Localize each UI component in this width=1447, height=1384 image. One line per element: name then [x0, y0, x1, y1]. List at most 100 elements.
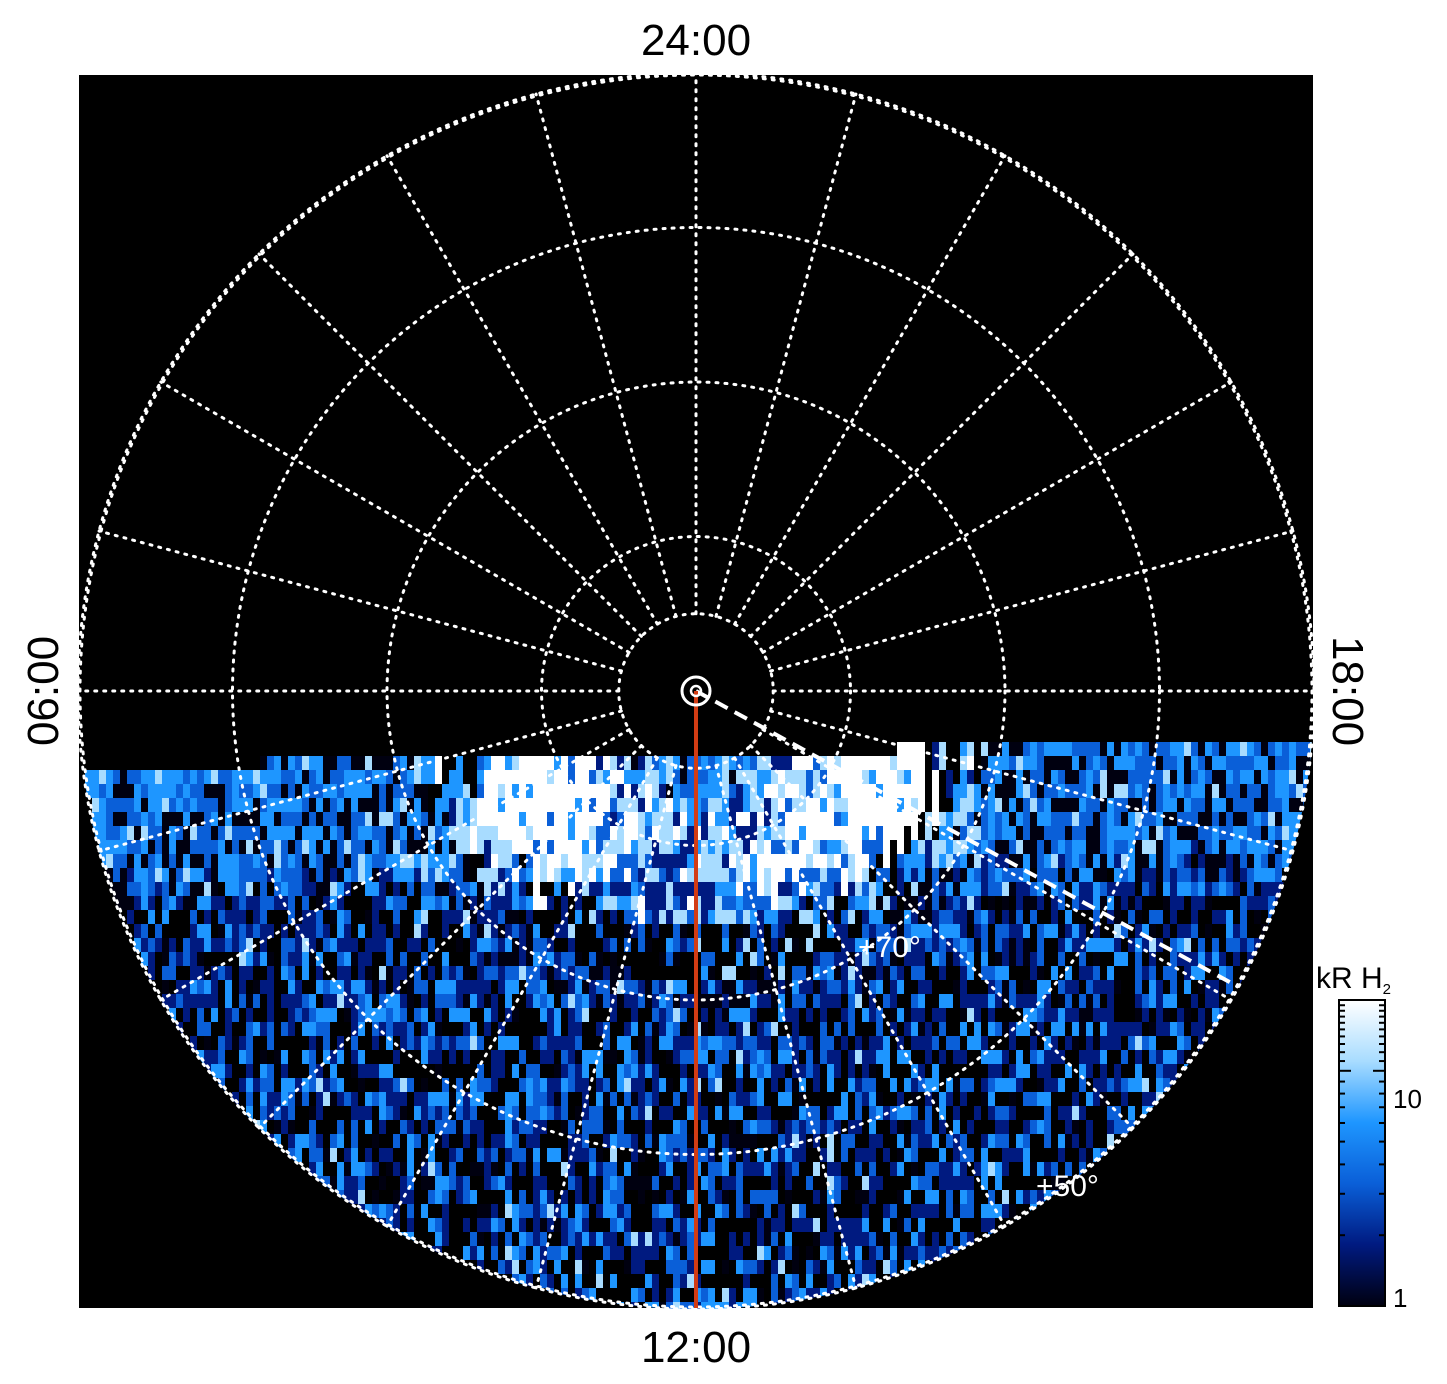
emission-cell — [309, 1106, 316, 1120]
emission-cell — [673, 1050, 680, 1064]
emission-cell — [743, 910, 750, 924]
emission-cell — [876, 966, 883, 980]
emission-cell — [295, 1148, 302, 1162]
emission-cell — [869, 896, 876, 910]
emission-cell — [918, 1176, 925, 1190]
emission-cell — [883, 966, 890, 980]
emission-cell — [491, 924, 498, 938]
emission-cell — [603, 966, 610, 980]
emission-cell — [533, 1190, 540, 1204]
emission-cell — [806, 1176, 813, 1190]
emission-cell — [1205, 1008, 1212, 1022]
emission-cell — [456, 1190, 463, 1204]
emission-cell — [372, 1008, 379, 1022]
emission-cell — [673, 896, 680, 910]
emission-cell — [498, 1036, 505, 1050]
lat-label-70: +70° — [858, 931, 921, 964]
emission-cell — [680, 1134, 687, 1148]
emission-cell — [547, 1148, 554, 1162]
emission-cell — [652, 1008, 659, 1022]
emission-cell — [1191, 952, 1198, 966]
emission-cell — [526, 1092, 533, 1106]
emission-cell — [1072, 1008, 1079, 1022]
emission-cell — [533, 1036, 540, 1050]
emission-cell — [1156, 1064, 1163, 1078]
emission-cell — [1233, 924, 1240, 938]
emission-cell — [918, 1022, 925, 1036]
emission-cell — [792, 896, 799, 910]
emission-cell — [799, 1092, 806, 1106]
emission-cell — [421, 924, 428, 938]
emission-cell — [1058, 882, 1065, 896]
emission-cell — [484, 896, 491, 910]
emission-cell — [281, 1064, 288, 1078]
emission-cell — [890, 966, 897, 980]
emission-cell — [596, 966, 603, 980]
emission-cell — [1198, 1036, 1205, 1050]
emission-cell — [337, 924, 344, 938]
colorbar-title: kR H2 — [1316, 962, 1391, 998]
emission-cell — [575, 1260, 582, 1274]
emission-cell — [554, 1092, 561, 1106]
emission-cell — [519, 1218, 526, 1232]
emission-cell — [883, 1260, 890, 1274]
emission-cell — [603, 1092, 610, 1106]
emission-cell — [1107, 1008, 1114, 1022]
emission-cell — [1086, 1008, 1093, 1022]
emission-cell — [1051, 882, 1058, 896]
emission-cell — [792, 938, 799, 952]
meridian-line — [97, 709, 623, 853]
emission-cell — [1030, 1092, 1037, 1106]
emission-cell — [533, 952, 540, 966]
emission-cell — [449, 1008, 456, 1022]
emission-cell — [869, 1260, 876, 1274]
emission-cell — [1198, 1008, 1205, 1022]
emission-cell — [785, 1036, 792, 1050]
emission-cell — [869, 924, 876, 938]
emission-cell — [988, 1134, 995, 1148]
emission-cell — [309, 1134, 316, 1148]
emission-cell — [897, 1190, 904, 1204]
emission-cell — [456, 1106, 463, 1120]
emission-cell — [890, 1120, 897, 1134]
emission-cell — [1051, 1008, 1058, 1022]
emission-cell — [477, 924, 484, 938]
emission-cell — [967, 1232, 974, 1246]
emission-cell — [197, 896, 204, 910]
emission-cell — [428, 896, 435, 910]
emission-cell — [869, 1092, 876, 1106]
emission-cell — [953, 924, 960, 938]
emission-cell — [729, 1106, 736, 1120]
emission-cell — [869, 1078, 876, 1092]
emission-cell — [288, 1092, 295, 1106]
emission-cell — [736, 1246, 743, 1260]
emission-cell — [1226, 882, 1233, 896]
emission-cell — [358, 1190, 365, 1204]
emission-cell — [911, 952, 918, 966]
emission-cell — [939, 1050, 946, 1064]
emission-cell — [316, 1078, 323, 1092]
emission-cell — [554, 1148, 561, 1162]
emission-cell — [946, 1190, 953, 1204]
emission-cell — [477, 938, 484, 952]
emission-cell — [911, 1148, 918, 1162]
emission-cell — [1079, 952, 1086, 966]
emission-cell — [841, 1232, 848, 1246]
emission-cell — [1093, 910, 1100, 924]
emission-cell — [729, 1232, 736, 1246]
emission-cell — [400, 1078, 407, 1092]
emission-cell — [190, 966, 197, 980]
emission-cell — [330, 1134, 337, 1148]
emission-cell — [610, 1162, 617, 1176]
emission-cell — [414, 1092, 421, 1106]
emission-cell — [617, 1064, 624, 1078]
emission-cell — [400, 1036, 407, 1050]
emission-cell — [337, 966, 344, 980]
emission-cell — [323, 1022, 330, 1036]
emission-cell — [946, 1036, 953, 1050]
emission-cell — [568, 1162, 575, 1176]
emission-cell — [687, 1134, 694, 1148]
emission-cell — [617, 1204, 624, 1218]
emission-cell — [1016, 868, 1023, 882]
emission-cell — [883, 952, 890, 966]
